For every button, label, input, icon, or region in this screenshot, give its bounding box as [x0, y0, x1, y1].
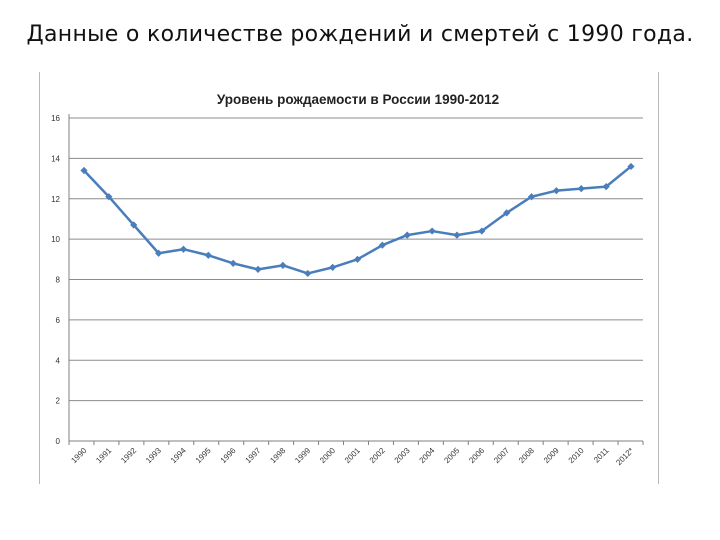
y-tick-label: 0 [56, 437, 61, 446]
x-tick-label: 2001 [343, 446, 362, 465]
data-point [503, 209, 511, 217]
chart-frame: Уровень рождаемости в России 1990-2012 0… [39, 72, 659, 484]
x-tick-label: 1994 [169, 446, 188, 465]
x-tick-label: 2010 [567, 446, 586, 465]
series-layer [80, 162, 635, 278]
x-tick-label: 2008 [517, 446, 536, 465]
y-tick-label: 2 [56, 397, 61, 406]
x-tick-label: 1990 [69, 446, 88, 465]
x-tick-label: 1999 [293, 446, 312, 465]
y-tick-label: 8 [56, 276, 61, 285]
x-tick-label: 2002 [368, 446, 387, 465]
x-tick-label: 2012* [614, 446, 635, 467]
x-tick-label: 2011 [592, 446, 611, 465]
data-point [353, 255, 362, 263]
data-point [577, 185, 585, 193]
data-point [378, 241, 386, 249]
data-point [527, 193, 536, 201]
y-tick-label: 14 [51, 154, 60, 163]
data-point [478, 227, 486, 235]
data-point [105, 193, 113, 201]
y-tick-labels: 0 2 4 6 8 10 12 14 16 [51, 114, 60, 446]
data-point [428, 227, 436, 235]
x-tick-label: 1996 [219, 446, 238, 465]
x-tick-label: 2005 [442, 446, 461, 465]
y-tick-label: 6 [56, 316, 61, 325]
slide-title: Данные о количестве рождений и смертей с… [26, 22, 694, 47]
x-tick-label: 2007 [492, 446, 511, 465]
data-point [329, 263, 337, 271]
x-tick-label: 2004 [418, 446, 437, 465]
x-tick-label: 1998 [268, 446, 287, 465]
x-tick-label: 1997 [244, 446, 263, 465]
data-point [179, 245, 188, 253]
data-point [304, 269, 312, 278]
x-tick-label: 1992 [119, 446, 138, 465]
data-point [204, 251, 212, 259]
y-tick-label: 10 [51, 235, 60, 244]
x-tick-label: 2000 [318, 446, 337, 465]
data-point [453, 231, 461, 239]
x-tick-labels: 1990 1991 1992 1993 1994 1995 1996 1997 1998 1999… [69, 446, 635, 468]
x-tick-label: 1991 [94, 446, 113, 465]
x-tick-label: 1993 [144, 446, 163, 465]
data-point [552, 187, 561, 195]
data-point [130, 221, 138, 229]
x-tick-label: 2009 [542, 446, 561, 465]
x-tick-label: 2003 [393, 446, 412, 465]
x-tick-label: 1995 [194, 446, 213, 465]
data-point [602, 183, 610, 191]
x-tick-label: 2006 [467, 446, 486, 465]
line-chart: Уровень рождаемости в России 1990-2012 0… [51, 92, 644, 468]
data-point [279, 261, 287, 269]
data-point [254, 265, 262, 274]
gridlines [69, 117, 643, 402]
data-point [154, 249, 163, 257]
y-tick-label: 12 [51, 195, 60, 204]
axes [68, 114, 644, 445]
data-point [627, 162, 635, 171]
data-point [403, 231, 411, 239]
y-tick-label: 16 [51, 114, 60, 123]
data-point [229, 259, 237, 267]
y-tick-label: 4 [56, 356, 61, 365]
chart-title: Уровень рождаемости в России 1990-2012 [217, 92, 499, 107]
